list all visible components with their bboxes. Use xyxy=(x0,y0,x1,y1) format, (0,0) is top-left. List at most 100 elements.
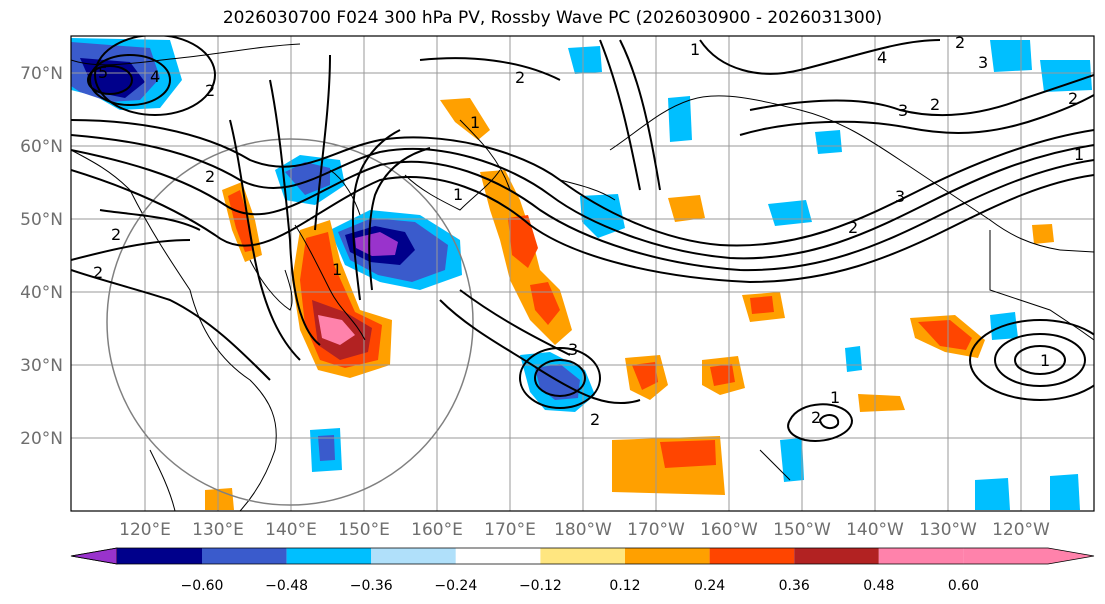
contour-label: 2 xyxy=(205,167,215,186)
negative-anomaly-shade xyxy=(1050,474,1080,510)
contour-label: 2 xyxy=(515,68,525,87)
contour-label: 2 xyxy=(955,33,965,52)
colorbar-tick-label: −0.36 xyxy=(350,578,393,594)
positive-anomaly-shade xyxy=(668,195,705,222)
negative-anomaly-shade xyxy=(318,435,335,461)
positive-anomaly-shade xyxy=(508,215,538,268)
colorbar-segment xyxy=(286,548,372,564)
negative-anomaly-shade xyxy=(845,346,862,372)
positive-anomaly-shade xyxy=(660,440,716,468)
colorbar-tick-label: −0.60 xyxy=(181,578,224,594)
contour-label: 3 xyxy=(568,340,578,359)
lon-label: 150°E xyxy=(338,520,390,540)
negative-anomaly-shade xyxy=(568,46,602,74)
contour-label: 4 xyxy=(877,48,887,67)
lon-label: 150°W xyxy=(773,520,831,540)
positive-anomaly-shade xyxy=(318,315,355,345)
colorbar-segment xyxy=(540,548,625,564)
lat-label: 40°N xyxy=(20,283,63,303)
contour-label: 5 xyxy=(98,63,108,82)
contour-label: 3 xyxy=(898,101,908,120)
colorbar-tick-label: 0.12 xyxy=(609,578,640,594)
negative-anomaly-shade xyxy=(780,438,804,482)
map-layers: 2 1 2 2 4 3 1 3 2 1 2 2 4 3 2 2 3 1 1 2 … xyxy=(71,33,1094,511)
colorbar-segment xyxy=(878,548,964,564)
contour-label: 2 xyxy=(811,408,821,427)
contour-label: 1 xyxy=(453,185,463,204)
contour-lines xyxy=(71,36,1094,442)
lat-label: 70°N xyxy=(20,64,63,84)
lon-label: 180°W xyxy=(554,520,612,540)
lon-label: 140°E xyxy=(265,520,317,540)
lon-label: 170°E xyxy=(484,520,536,540)
colorbar-tick-label: 0.48 xyxy=(863,578,894,594)
negative-anomaly-shade xyxy=(768,200,812,226)
contour-label: 2 xyxy=(205,81,215,100)
lon-label: 160°W xyxy=(700,520,758,540)
lon-label: 120°W xyxy=(992,520,1050,540)
contour-label: 3 xyxy=(978,53,988,72)
graticule xyxy=(71,36,1094,511)
colorbar-ticks: −0.60 −0.48 −0.36 −0.24 −0.12 0.12 0.24 … xyxy=(181,578,979,594)
colorbar-tick-label: 0.36 xyxy=(779,578,810,594)
contour-label: 1 xyxy=(470,113,480,132)
contour-label: 2 xyxy=(930,95,940,114)
latitude-labels: 70°N 60°N 50°N 40°N 30°N 20°N xyxy=(20,64,63,449)
contour-label: 3 xyxy=(895,187,905,206)
lon-label: 170°W xyxy=(627,520,685,540)
contour-label: 1 xyxy=(332,260,342,279)
contour-label: 1 xyxy=(690,40,700,59)
positive-anomaly-shade xyxy=(1032,224,1054,244)
colorbar-extend-low xyxy=(70,547,118,565)
positive-anomaly-shade xyxy=(710,364,735,386)
contour-label: 2 xyxy=(111,225,121,244)
contour-label: 4 xyxy=(150,67,160,86)
negative-anomaly-shade xyxy=(975,478,1010,510)
colorbar-segment xyxy=(709,548,795,564)
lon-label: 130°W xyxy=(919,520,977,540)
negative-anomaly-shade xyxy=(355,232,398,256)
colorbar-segment xyxy=(455,548,541,564)
negative-anomaly-shade xyxy=(668,96,692,142)
contour-label: 2 xyxy=(848,218,858,237)
map-frame xyxy=(70,35,1095,512)
colorbar-segment xyxy=(371,548,456,564)
contour-label: 1 xyxy=(830,388,840,407)
lon-label: 140°W xyxy=(846,520,904,540)
colorbar-segment xyxy=(117,548,202,564)
colorbar-tick-label: 0.60 xyxy=(948,578,979,594)
colorbar-tick-label: −0.24 xyxy=(434,578,477,594)
contour-label: 2 xyxy=(1068,89,1078,108)
colorbar-tick-label: −0.12 xyxy=(519,578,562,594)
contour-label: 2 xyxy=(93,263,103,282)
positive-anomaly-shade xyxy=(440,98,490,140)
contour-label: 2 xyxy=(590,410,600,429)
positive-anomaly-shade xyxy=(750,296,774,314)
lat-label: 50°N xyxy=(20,210,63,230)
colorbar-tick-label: 0.24 xyxy=(694,578,725,594)
reference-circle xyxy=(106,138,474,506)
coastlines xyxy=(71,43,1094,511)
positive-anomaly-shade xyxy=(632,362,658,390)
lat-label: 60°N xyxy=(20,137,63,157)
colorbar: −0.60 −0.48 −0.36 −0.24 −0.12 0.12 0.24 … xyxy=(70,547,1095,594)
contour-label-group: 2 1 2 2 4 3 1 3 2 1 2 2 4 3 2 2 3 1 1 2 … xyxy=(93,33,1084,429)
longitude-labels: 120°E 130°E 140°E 150°E 160°E 170°E 180°… xyxy=(119,520,1050,540)
colorbar-segment xyxy=(625,548,710,564)
negative-anomaly-shade xyxy=(1040,60,1092,92)
colorbar-segment xyxy=(202,548,287,564)
map-title: 2026030700 F024 300 hPa PV, Rossby Wave … xyxy=(222,8,883,28)
contour-label: 1 xyxy=(1074,145,1084,164)
colorbar-extend-high xyxy=(963,548,1094,564)
lon-label: 160°E xyxy=(411,520,463,540)
negative-anomaly-shade xyxy=(990,40,1032,72)
colorbar-segment xyxy=(794,548,879,564)
positive-anomaly-shade xyxy=(858,394,905,412)
positive-anomaly-shade xyxy=(228,190,254,252)
negative-anomaly-shade xyxy=(815,130,842,154)
lat-label: 30°N xyxy=(20,356,63,376)
colorbar-outline xyxy=(70,547,1095,565)
lon-label: 130°E xyxy=(192,520,244,540)
positive-anomaly-shade xyxy=(530,282,560,325)
